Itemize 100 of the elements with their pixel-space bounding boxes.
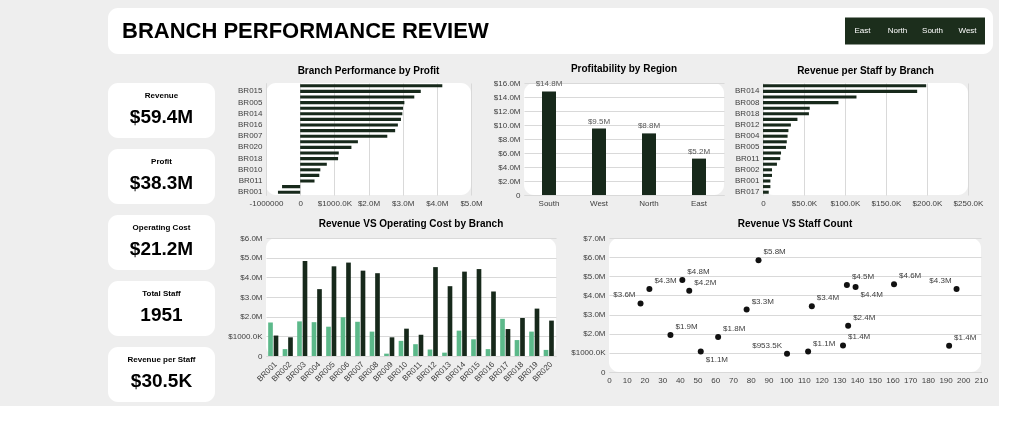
- point: [808, 303, 815, 310]
- y-tick-label: BR018: [238, 153, 264, 163]
- bar: [642, 133, 656, 195]
- bar: [763, 117, 798, 121]
- data-label: $1.8M: [723, 323, 746, 333]
- data-label: $1.9M: [675, 322, 699, 332]
- bar: [763, 95, 857, 99]
- x-tick-label: $4.0M: [426, 198, 449, 208]
- bar: [277, 190, 301, 194]
- point: [852, 284, 859, 290]
- x-tick-label: $150.0K: [871, 198, 903, 208]
- point: [697, 348, 704, 355]
- point: [667, 332, 674, 339]
- point: [845, 322, 852, 329]
- x-tick-label: 0: [298, 198, 304, 208]
- data-label: $5.8M: [763, 247, 787, 257]
- y-tick-label: BR014: [735, 86, 761, 96]
- y-tick-label: $2.0M: [583, 329, 606, 339]
- data-label: $1.4M: [954, 332, 977, 342]
- x-tick-label: 200: [957, 375, 971, 385]
- y-tick-label: $7.0M: [583, 233, 606, 243]
- x-tick-label: $250.0K: [953, 198, 985, 208]
- chart-title: Revenue VS Operating Cost by Branch: [318, 218, 504, 229]
- y-tick-label: 0: [516, 190, 522, 200]
- data-label: $4.8M: [687, 266, 710, 276]
- point: [686, 287, 693, 294]
- chart-title: Profitability by Region: [570, 63, 678, 74]
- y-tick-label: BR011: [238, 176, 264, 185]
- x-tick-label: $50.0K: [791, 198, 818, 208]
- x-tick-label: 110: [797, 375, 812, 385]
- bar: [763, 106, 810, 110]
- category-label: Profit: [151, 157, 173, 166]
- x-tick-label: 180: [921, 375, 936, 385]
- x-tick-label: 30: [658, 375, 668, 385]
- data-label: $2.4M: [853, 312, 876, 322]
- chart-title: Branch Performance by Profit: [297, 65, 441, 77]
- y-tick-label: $6.0M: [583, 252, 606, 262]
- x-tick-label: 70: [729, 375, 739, 385]
- y-tick-label: $8.0M: [498, 134, 521, 144]
- y-tick-label: $2.0M: [240, 312, 263, 322]
- y-tick-label: $3.0M: [583, 310, 606, 320]
- data-label: $3.6M: [613, 290, 636, 300]
- point: [646, 286, 653, 293]
- bar: [442, 352, 447, 356]
- x-tick-label: $5.0M: [460, 198, 483, 208]
- bar: [763, 129, 789, 133]
- chart-title: Revenue per Staff by Branch: [797, 65, 934, 77]
- y-tick-label: BR005: [735, 142, 761, 152]
- data-label: $3.3M: [751, 296, 775, 306]
- x-tick-label: $3.0M: [392, 198, 415, 208]
- bar: [282, 185, 301, 189]
- y-tick-label: $2.0M: [498, 176, 521, 186]
- bar: [300, 168, 321, 172]
- y-tick-label: $14.0M: [493, 92, 521, 102]
- point: [679, 276, 686, 283]
- x-tick-label: 160: [886, 375, 901, 385]
- point: [805, 348, 812, 355]
- bar: [763, 162, 777, 166]
- y-tick-label: $4.0M: [498, 162, 521, 172]
- bar: [300, 84, 443, 88]
- bar: [288, 337, 293, 356]
- y-tick-label: BR008: [735, 97, 761, 107]
- y-tick-label: $1000.0K: [571, 348, 607, 358]
- x-tick-label: 50: [693, 375, 704, 385]
- y-tick-label: $16.0M: [493, 78, 521, 88]
- bar: [763, 145, 786, 149]
- y-tick-label: BR002: [735, 164, 761, 174]
- x-tick-label: 100: [779, 375, 794, 385]
- bar: [300, 162, 327, 166]
- bar: [300, 129, 396, 133]
- data-label: $4.6M: [899, 271, 922, 281]
- bar: [300, 112, 403, 116]
- chart-title: Revenue VS Staff Count: [737, 218, 853, 229]
- x-tick-label: 150: [868, 375, 883, 385]
- bar: [763, 89, 918, 93]
- x-tick-label: West: [589, 198, 609, 208]
- y-tick-label: $5.0M: [583, 271, 606, 281]
- bar: [763, 123, 791, 127]
- data-label: $3.4M: [816, 293, 840, 303]
- x-tick-label: $200.0K: [912, 198, 944, 208]
- bar: [542, 91, 556, 195]
- y-tick-label: BR016: [238, 120, 264, 129]
- point: [715, 333, 722, 340]
- x-tick-label: 120: [815, 375, 830, 385]
- x-tick-label: $2.0M: [357, 198, 381, 208]
- bar: [300, 95, 415, 99]
- x-tick-label: -1000000: [249, 198, 284, 208]
- bar: [763, 168, 773, 172]
- x-tick-label: 20: [640, 375, 650, 385]
- y-tick-label: BR014: [238, 108, 264, 118]
- category-label: Operating Cost: [132, 223, 191, 232]
- y-tick-label: $4.0M: [240, 272, 263, 282]
- y-tick-label: BR015: [238, 86, 264, 96]
- y-tick-label: $3.0M: [240, 292, 263, 302]
- text: $30.5K: [130, 370, 193, 392]
- y-tick-label: $10.0M: [493, 120, 521, 130]
- x-tick-label: $1000.0K: [317, 198, 353, 208]
- bar: [763, 140, 787, 144]
- point: [637, 300, 644, 307]
- bar: [300, 89, 421, 93]
